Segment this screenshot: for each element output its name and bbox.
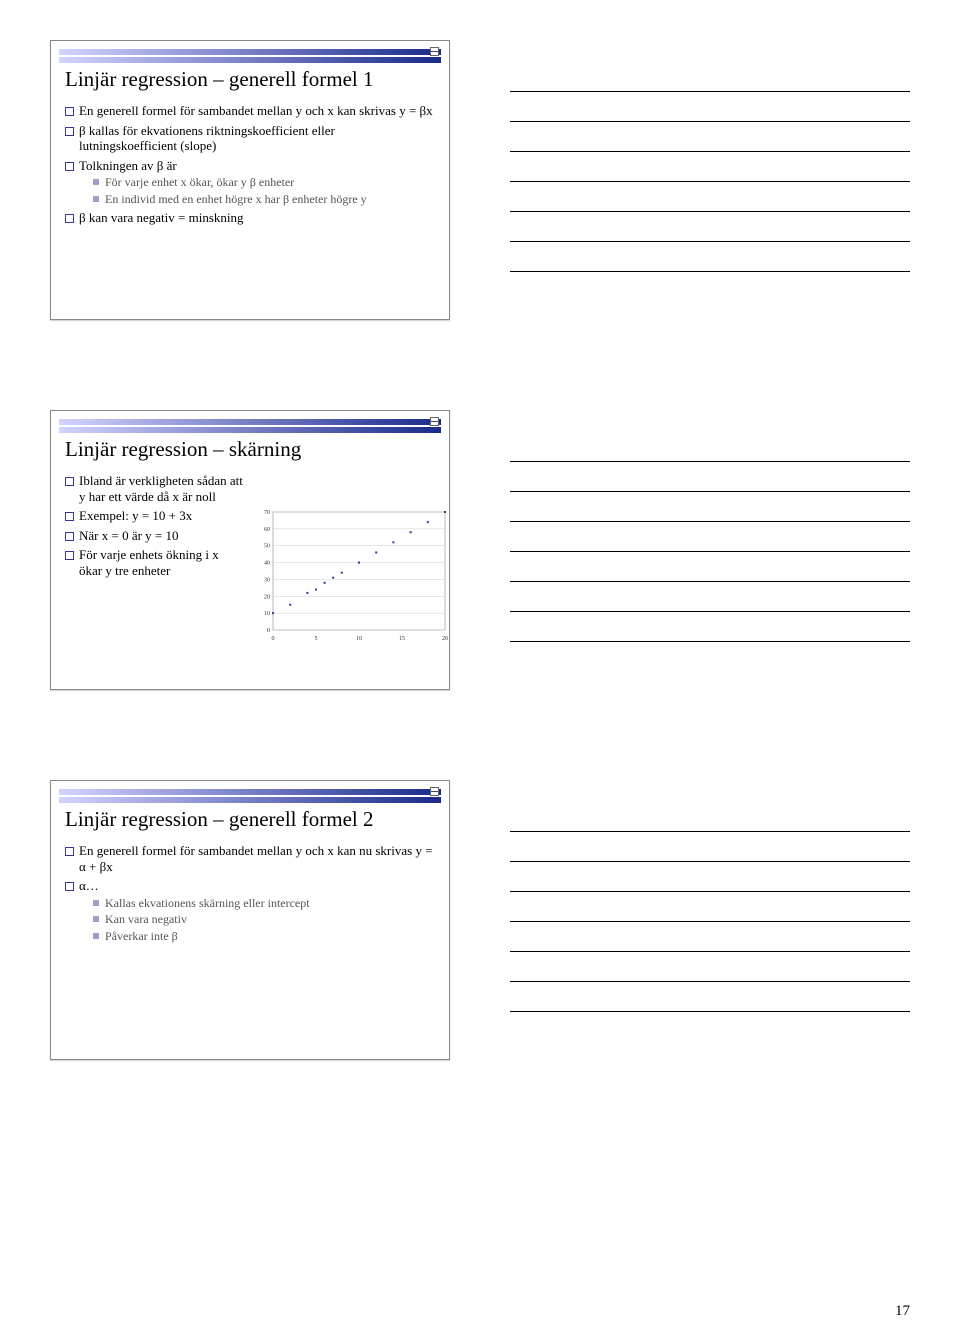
slide-minimize-icon — [430, 787, 439, 796]
note-line — [510, 898, 910, 922]
note-line — [510, 808, 910, 832]
note-line — [510, 988, 910, 1012]
sub-list-item: Kan vara negativ — [93, 912, 435, 926]
slide-gradient-bar — [59, 419, 441, 433]
sub-list-item: För varje enhet x ökar, ökar y β enheter — [93, 175, 435, 189]
svg-text:5: 5 — [315, 636, 318, 642]
page-number: 17 — [895, 1303, 910, 1320]
note-line — [510, 128, 910, 152]
svg-text:70: 70 — [264, 510, 270, 516]
note-line — [510, 498, 910, 522]
note-line — [510, 158, 910, 182]
list-item: En generell formel för sambandet mellan … — [65, 103, 435, 119]
note-line — [510, 838, 910, 862]
slide-minimize-icon — [430, 47, 439, 56]
sub-list-item: Kallas ekvationens skärning eller interc… — [93, 896, 435, 910]
slide-2: Linjär regression – skärning Ibland är v… — [50, 410, 450, 690]
slide-3-body: En generell formel för sambandet mellan … — [65, 843, 435, 1049]
svg-text:15: 15 — [399, 636, 405, 642]
slide-1-wrap: Linjär regression – generell formel 1 En… — [50, 40, 450, 320]
slide-2-wrap: Linjär regression – skärning Ibland är v… — [50, 410, 450, 690]
notes-1 — [510, 40, 910, 320]
note-line — [510, 558, 910, 582]
slide-2-title: Linjär regression – skärning — [65, 437, 435, 462]
note-line — [510, 438, 910, 462]
list-item: Exempel: y = 10 + 3x — [65, 508, 243, 524]
slide-1-title: Linjär regression – generell formel 1 — [65, 67, 435, 92]
svg-text:20: 20 — [264, 594, 270, 600]
svg-text:30: 30 — [264, 577, 270, 583]
slide-1: Linjär regression – generell formel 1 En… — [50, 40, 450, 320]
list-item: En generell formel för sambandet mellan … — [65, 843, 435, 874]
note-line — [510, 528, 910, 552]
note-line — [510, 588, 910, 612]
list-item: Ibland är verkligheten sådan att y har e… — [65, 473, 243, 504]
note-line — [510, 248, 910, 272]
row-2: Linjär regression – skärning Ibland är v… — [50, 410, 910, 690]
list-item: β kan vara negativ = minskning — [65, 210, 435, 226]
slide-2-chart-wrap: 0 10 20 30 40 50 60 70 0 5 10 15 20 — [251, 473, 451, 679]
slide-minimize-icon — [430, 417, 439, 426]
svg-text:10: 10 — [264, 611, 270, 617]
list-item: α…Kallas ekvationens skärning eller inte… — [65, 878, 435, 943]
svg-text:40: 40 — [264, 561, 270, 567]
note-line — [510, 218, 910, 242]
note-line — [510, 868, 910, 892]
note-line — [510, 958, 910, 982]
list-item: Tolkningen av β ärFör varje enhet x ökar… — [65, 158, 435, 206]
slide-1-body: En generell formel för sambandet mellan … — [65, 103, 435, 309]
note-line — [510, 618, 910, 642]
note-line — [510, 68, 910, 92]
slide-gradient-bar — [59, 789, 441, 803]
slide-3-title: Linjär regression – generell formel 2 — [65, 807, 435, 832]
svg-text:0: 0 — [272, 636, 275, 642]
svg-text:60: 60 — [264, 527, 270, 533]
notes-2 — [510, 410, 910, 690]
svg-text:20: 20 — [442, 636, 448, 642]
svg-text:0: 0 — [267, 628, 270, 634]
sub-list-item: En individ med en enhet högre x har β en… — [93, 192, 435, 206]
slide-3: Linjär regression – generell formel 2 En… — [50, 780, 450, 1060]
note-line — [510, 98, 910, 122]
notes-3 — [510, 780, 910, 1060]
note-line — [510, 468, 910, 492]
note-line — [510, 188, 910, 212]
list-item: För varje enhets ökning i x ökar y tre e… — [65, 547, 243, 578]
slide-3-wrap: Linjär regression – generell formel 2 En… — [50, 780, 450, 1060]
slide-gradient-bar — [59, 49, 441, 63]
scatter-chart: 0 10 20 30 40 50 60 70 0 5 10 15 20 — [251, 506, 451, 646]
slide-2-body: Ibland är verkligheten sådan att y har e… — [65, 473, 435, 679]
note-line — [510, 928, 910, 952]
svg-text:10: 10 — [356, 636, 362, 642]
sub-list-item: Påverkar inte β — [93, 929, 435, 943]
list-item: När x = 0 är y = 10 — [65, 528, 243, 544]
row-1: Linjär regression – generell formel 1 En… — [50, 40, 910, 320]
list-item: β kallas för ekvationens riktningskoeffi… — [65, 123, 435, 154]
svg-text:50: 50 — [264, 544, 270, 550]
row-3: Linjär regression – generell formel 2 En… — [50, 780, 910, 1060]
